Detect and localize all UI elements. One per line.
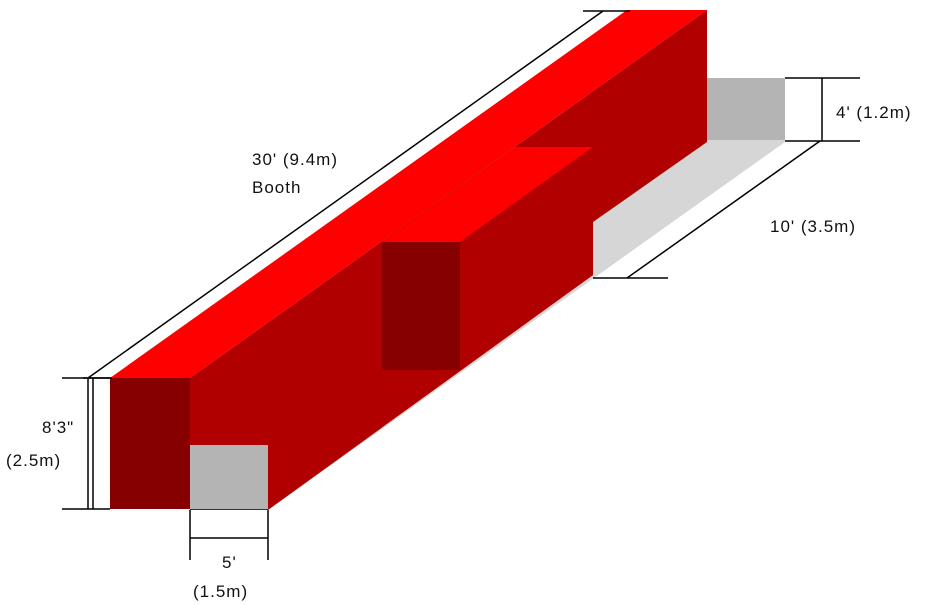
length-caption-label: Booth (252, 178, 301, 197)
step-width-metric-label: (1.5m) (193, 582, 248, 601)
step-width-dimension (189, 510, 269, 560)
height-metric-label: (2.5m) (6, 451, 61, 470)
front-step-block (190, 445, 268, 509)
counter-side-face (460, 147, 593, 370)
height-imperial-label: 8'3" (42, 418, 74, 437)
front-end-face (110, 378, 190, 509)
height-dimension (62, 377, 110, 510)
end-height-label: 4' (1.2m) (836, 103, 912, 122)
depth-dimension (593, 140, 821, 279)
back-wall-top-face (110, 10, 707, 378)
depth-label: 10' (3.5m) (770, 217, 856, 236)
end-height-dimension (785, 77, 860, 142)
rear-step-block (705, 78, 785, 140)
length-value-label: 30' (9.4m) (252, 150, 338, 169)
counter-end-face (382, 242, 460, 370)
step-width-imperial-label: 5' (222, 553, 237, 572)
counter-top-face (382, 147, 593, 242)
